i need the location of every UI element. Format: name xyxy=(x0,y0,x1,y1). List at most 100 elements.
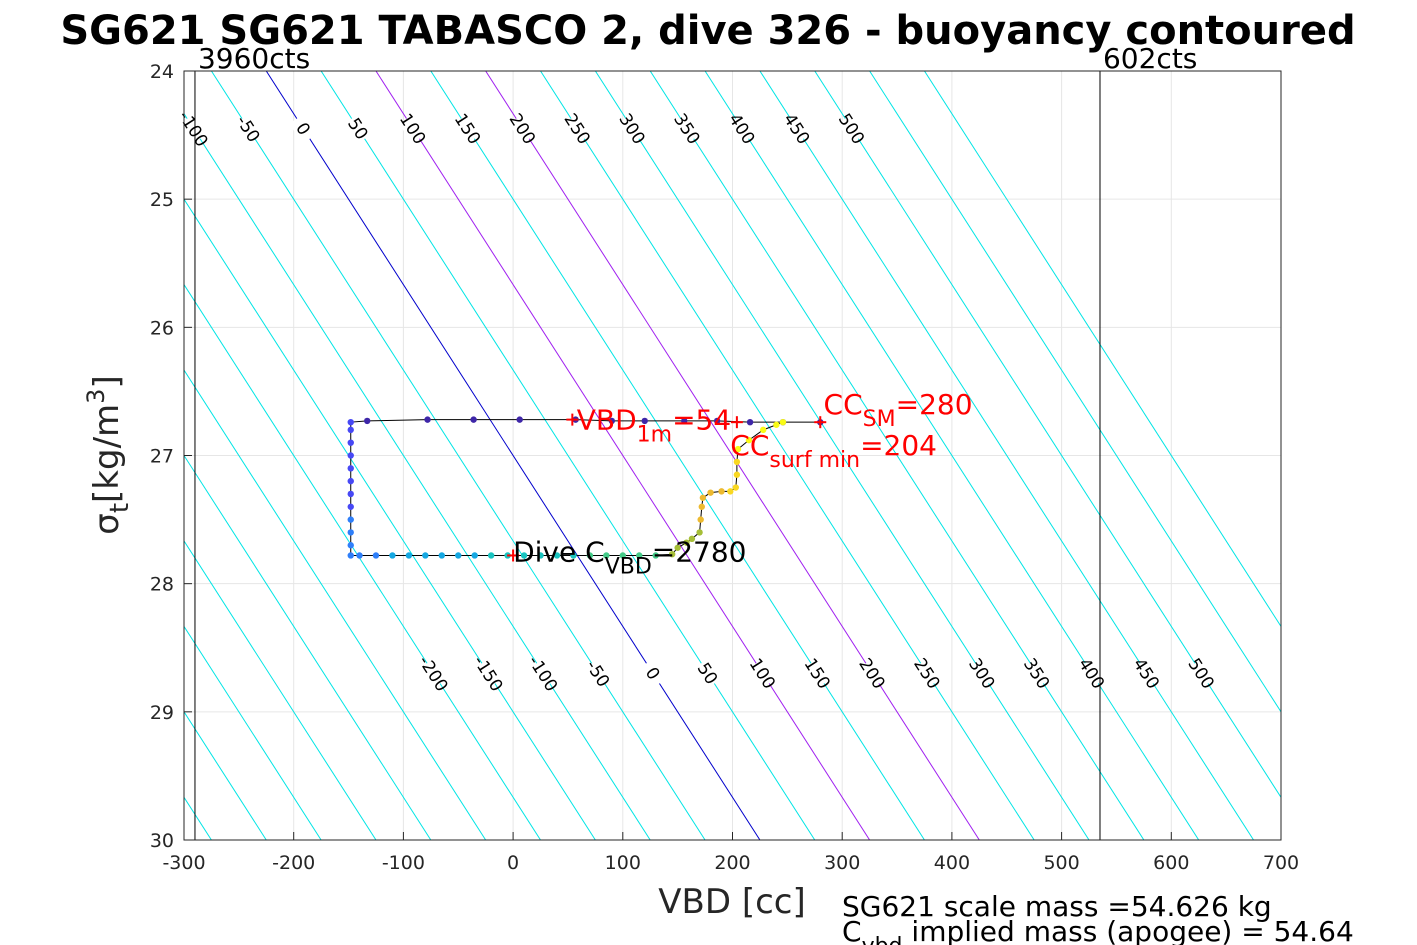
x-tick-label: 400 xyxy=(934,852,970,874)
data-point xyxy=(641,417,648,425)
contour-line xyxy=(594,71,1090,840)
annotation-label-main: CC xyxy=(824,388,863,421)
annotation-label-sub: surf min xyxy=(769,448,860,473)
data-point xyxy=(347,477,354,485)
annotation-label-main: Dive C xyxy=(513,536,605,569)
contour-line xyxy=(924,71,1281,628)
contour-line xyxy=(184,112,651,840)
data-point xyxy=(608,417,616,425)
annotation-label-rest: =2780 xyxy=(652,536,747,569)
contour-line xyxy=(814,71,1281,799)
contour-label-bg xyxy=(913,658,942,689)
data-point xyxy=(347,552,354,559)
contour-label-bg xyxy=(344,113,373,144)
annotation-label-main: VBD xyxy=(577,404,637,437)
data-point xyxy=(438,552,445,559)
annotation-label-rest: =280 xyxy=(896,388,973,421)
contour-label-bg xyxy=(1022,658,1051,689)
dive-profile-series xyxy=(347,416,824,559)
contour-line xyxy=(540,71,1035,840)
chart-title: SG621 SG621 TABASCO 2, dive 326 - buoyan… xyxy=(60,8,1355,54)
footnote-main: C xyxy=(842,915,862,945)
footnote-main: SG621 scale mass =54.626 kg xyxy=(842,890,1272,923)
annotation-label-main: CC xyxy=(730,429,769,462)
data-point xyxy=(698,503,705,510)
contour-label-bg xyxy=(748,658,777,689)
data-point xyxy=(347,418,354,426)
y-axis-label-sup: 3 xyxy=(82,389,110,404)
data-point xyxy=(586,552,594,559)
contour-label-bg xyxy=(693,658,722,689)
data-point xyxy=(347,426,354,434)
contour-label-bg xyxy=(673,113,702,144)
data-point xyxy=(733,458,741,466)
data-point xyxy=(455,552,462,559)
contour-line xyxy=(211,71,706,840)
data-point xyxy=(779,418,787,426)
y-tick-label: 27 xyxy=(150,446,174,468)
contour-label-bg xyxy=(584,658,613,689)
data-point xyxy=(746,418,754,426)
count-limit-label: 602cts xyxy=(1103,42,1197,75)
reference-lines: 3960cts 602cts xyxy=(194,42,1197,840)
data-point xyxy=(603,552,610,559)
y-axis-label-close: ] xyxy=(87,375,127,388)
data-point xyxy=(424,416,431,423)
data-point xyxy=(553,552,561,559)
data-point xyxy=(760,426,767,434)
data-point xyxy=(347,542,354,549)
contour-label-bg xyxy=(289,113,318,144)
data-point xyxy=(734,445,742,453)
x-tick-label: -100 xyxy=(382,852,425,874)
contour-label-bg xyxy=(1187,658,1216,689)
footnotes: SG621 scale mass =54.626 kgCvbd implied … xyxy=(842,890,1354,945)
contour-label-bg xyxy=(803,658,832,689)
data-point xyxy=(520,552,528,559)
data-point xyxy=(363,417,371,425)
contour-line xyxy=(184,540,377,840)
contour-label-bg xyxy=(529,658,558,689)
data-point xyxy=(681,417,688,425)
annotation-label: CCsurf min=204 xyxy=(730,429,937,473)
data-point xyxy=(619,552,626,559)
data-point xyxy=(707,489,714,496)
data-point xyxy=(372,552,380,559)
contour-line xyxy=(430,71,925,840)
data-point xyxy=(570,552,577,559)
contour-line xyxy=(375,71,871,840)
annotation-label-rest: =204 xyxy=(860,429,937,462)
data-point xyxy=(471,552,478,559)
contour-line xyxy=(649,71,1145,840)
contour-label-bg xyxy=(179,113,208,144)
contour-label-bg xyxy=(1132,658,1161,689)
contour-line xyxy=(869,71,1281,713)
data-point xyxy=(347,439,354,446)
footnote-sub: vbd xyxy=(862,934,903,945)
contour-label-bg xyxy=(234,113,263,144)
data-point xyxy=(697,516,704,523)
y-tick-label: 26 xyxy=(150,317,174,339)
x-tick-label: 100 xyxy=(605,852,641,874)
contour-label-bg xyxy=(398,113,428,144)
y-axis-label: σt[kg/m3] xyxy=(82,375,135,534)
contour-line xyxy=(184,625,322,840)
data-point xyxy=(688,535,696,543)
annotation-label-rest: =54 xyxy=(672,404,731,437)
contour-line xyxy=(320,71,816,840)
contour-line xyxy=(184,369,487,840)
x-axis-label: VBD [cc] xyxy=(658,882,806,922)
y-tick-label: 28 xyxy=(150,574,174,596)
reference-markers xyxy=(507,413,827,562)
annotation-label: CCSM=280 xyxy=(824,388,973,432)
contour-label-bg xyxy=(858,658,887,689)
y-axis-label-unit: [kg/m xyxy=(87,404,127,503)
contour-label-bg xyxy=(968,658,997,689)
data-point xyxy=(422,552,429,559)
footnote-rest: implied mass (apogee) = 54.64 xyxy=(903,915,1354,945)
contour-label-bg xyxy=(508,113,537,144)
y-axis-label-sub: t xyxy=(105,503,135,513)
data-point xyxy=(347,516,354,523)
annotation-label-sub: 1m xyxy=(637,423,672,448)
x-tick-label: 600 xyxy=(1153,852,1189,874)
data-point xyxy=(487,552,495,559)
